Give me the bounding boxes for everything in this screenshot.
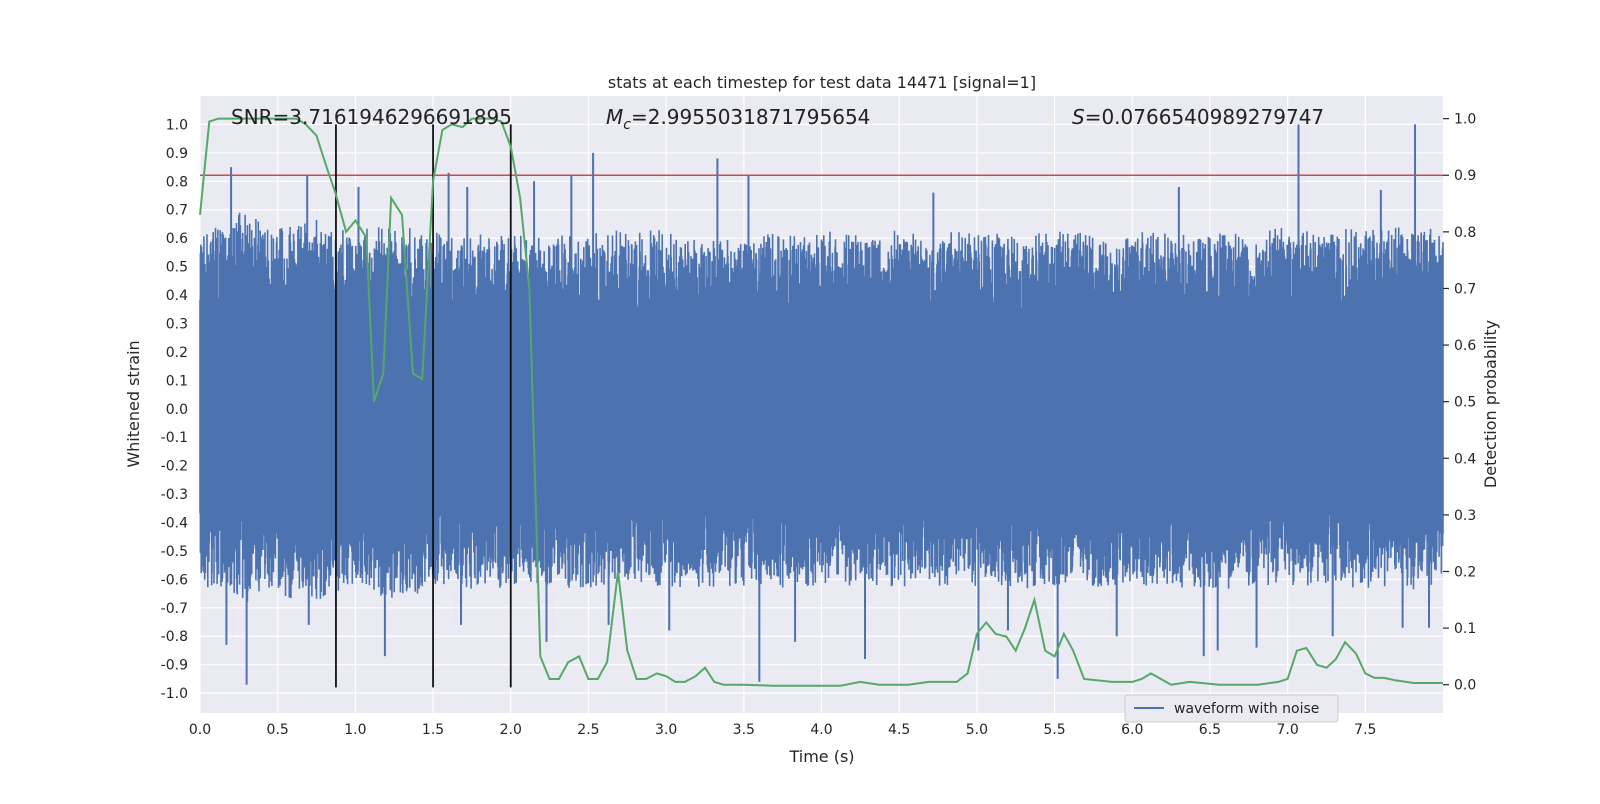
x-tick-label: 1.0 — [344, 722, 366, 738]
s-symbol: S — [1072, 105, 1085, 129]
x-tick-label: 4.0 — [810, 722, 832, 738]
y-tick-label: -0.7 — [161, 601, 188, 617]
y2-tick-label: 0.2 — [1454, 564, 1476, 580]
y-tick-label: -0.2 — [161, 459, 188, 475]
y-tick-label: 0.2 — [166, 345, 188, 361]
vertical-markers — [335, 124, 512, 688]
y-tick-label: 0.4 — [166, 288, 188, 304]
y2-tick-label: 0.5 — [1454, 395, 1476, 411]
x-tick-label: 3.0 — [655, 722, 677, 738]
x-tick-label: 4.5 — [888, 722, 910, 738]
y2-tick-label: 0.0 — [1454, 678, 1476, 694]
y-tick-label: 0.3 — [166, 316, 188, 332]
probability-line — [199, 117, 1443, 687]
x-tick-label: 2.0 — [500, 722, 522, 738]
s-annotation: S=0.0766540989279747 — [1072, 105, 1324, 129]
y-tick-label: 0.5 — [166, 260, 188, 276]
y-tick-label: -1.0 — [161, 686, 188, 702]
snr-annotation: SNR=3.7161946296691895 — [231, 105, 512, 129]
y2-axis-label: Detection probability — [1481, 320, 1500, 488]
y-axis-label: Whitened strain — [124, 340, 143, 467]
probability-series — [199, 117, 1443, 687]
x-tick-label: 7.0 — [1276, 722, 1298, 738]
x-tick-label: 0.5 — [267, 722, 289, 738]
y2-tick-label: 0.8 — [1454, 225, 1476, 241]
x-tick-label: 1.5 — [422, 722, 444, 738]
y-axis-ticks: 1.0 0.9 0.8 0.7 0.6 0.5 0.4 0.3 0.2 0.1 0.0 -0.1 -0.… — [161, 117, 188, 702]
x-tick-label: 7.5 — [1354, 722, 1376, 738]
y2-axis-ticks: 1.0 0.9 0.8 0.7 0.6 0.5 0.4 0.3 0.2 0.1 0.0 — [1443, 112, 1476, 694]
x-tick-label: 5.0 — [966, 722, 988, 738]
y-tick-label: 0.8 — [166, 174, 188, 190]
x-tick-label: 6.0 — [1121, 722, 1143, 738]
x-tick-label: 3.5 — [733, 722, 755, 738]
y2-tick-label: 1.0 — [1454, 112, 1476, 128]
legend-box — [1124, 694, 1339, 723]
chirp-mass-symbol: M — [606, 105, 623, 129]
y-tick-label: -0.3 — [161, 487, 188, 503]
y2-tick-label: 0.4 — [1454, 451, 1476, 467]
s-value: =0.0766540989279747 — [1085, 105, 1324, 129]
y-tick-label: -0.8 — [161, 629, 188, 645]
y2-tick-label: 0.9 — [1454, 168, 1476, 184]
x-tick-label: 2.5 — [577, 722, 599, 738]
y-tick-label: 0.0 — [166, 402, 188, 418]
y-tick-label: 0.7 — [166, 203, 188, 219]
y-tick-label: -0.9 — [161, 658, 188, 674]
y-tick-label: 0.9 — [166, 146, 188, 162]
chart-title: stats at each timestep for test data 144… — [608, 73, 1036, 92]
x-axis-label: Time (s) — [788, 747, 854, 766]
x-axis-ticks: 0.0 0.5 1.0 1.5 2.0 2.5 3.0 3.5 4.0 4.5 5.0 5.5 6.0 6… — [189, 722, 1377, 738]
waveform-noise — [199, 212, 1444, 602]
y-tick-label: 0.6 — [166, 231, 188, 247]
y2-tick-label: 0.1 — [1454, 621, 1476, 637]
legend-label: waveform with noise — [1174, 701, 1319, 717]
y-tick-label: -0.5 — [161, 544, 188, 560]
y2-tick-label: 0.3 — [1454, 508, 1476, 524]
y-tick-label: 0.1 — [166, 373, 188, 389]
y-tick-label: 1.0 — [166, 117, 188, 133]
chirp-mass-subscript: c — [623, 117, 631, 133]
x-tick-label: 0.0 — [189, 722, 211, 738]
y2-tick-label: 0.7 — [1454, 281, 1476, 297]
chirp-mass-value: =2.9955031871795654 — [631, 105, 870, 129]
x-tick-label: 5.5 — [1043, 722, 1065, 738]
x-tick-label: 6.5 — [1199, 722, 1221, 738]
y2-tick-label: 0.6 — [1454, 338, 1476, 354]
y-tick-label: -0.1 — [161, 430, 188, 446]
legend: waveform with noise — [1124, 694, 1339, 723]
y-tick-label: -0.4 — [161, 515, 188, 531]
chirp-mass-annotation: Mc=2.9955031871795654 — [606, 105, 870, 133]
y-tick-label: -0.6 — [161, 572, 188, 588]
